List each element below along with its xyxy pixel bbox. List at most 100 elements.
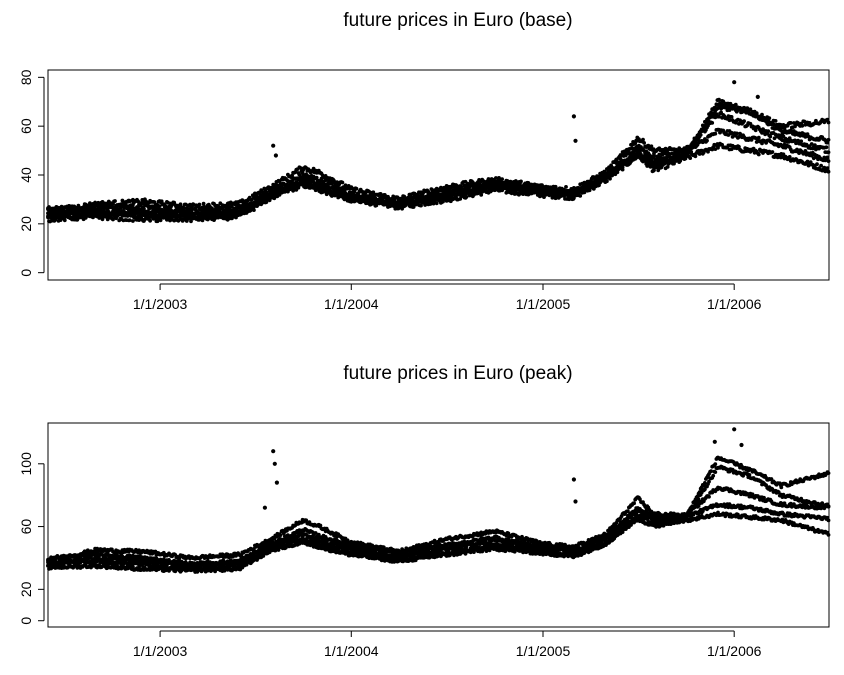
data-point — [665, 165, 670, 169]
data-point — [631, 156, 635, 161]
data-point — [382, 199, 387, 204]
chart-base: future prices in Euro (base) 1/1/2003 1/1… — [18, 10, 831, 312]
data-point — [259, 198, 264, 203]
data-point — [704, 120, 708, 125]
y-tick-label: 20 — [18, 216, 34, 232]
data-point — [809, 142, 814, 146]
data-point — [717, 114, 721, 119]
data-point — [497, 176, 501, 180]
data-point — [809, 153, 814, 158]
data-point — [729, 115, 734, 119]
data-point — [119, 212, 124, 216]
data-point — [727, 118, 732, 123]
data-point — [519, 179, 523, 184]
data-point — [50, 213, 55, 218]
x-tick-label: 1/1/2006 — [707, 296, 762, 312]
y-tick-label: 40 — [18, 167, 34, 183]
data-point — [799, 139, 804, 144]
data-point — [619, 153, 624, 158]
data-point — [730, 135, 735, 139]
data-point — [479, 193, 484, 197]
data-point — [178, 202, 183, 207]
data-point — [733, 102, 738, 107]
data-point — [378, 192, 383, 196]
data-point — [596, 182, 600, 186]
data-point — [460, 194, 465, 198]
data-point — [826, 169, 831, 174]
data-point — [755, 94, 760, 99]
data-point — [826, 137, 831, 142]
data-point — [121, 200, 126, 204]
data-point — [768, 134, 773, 139]
data-point — [701, 125, 706, 130]
data-point — [290, 173, 294, 178]
data-point — [719, 102, 723, 107]
data-point — [400, 199, 404, 204]
data-point — [713, 105, 718, 110]
data-point — [181, 206, 186, 210]
data-point — [110, 213, 114, 218]
data-point — [161, 212, 166, 217]
data-point — [714, 102, 719, 107]
data-point — [273, 153, 278, 158]
data-point — [709, 110, 713, 115]
data-point — [450, 195, 454, 200]
data-point — [131, 219, 135, 223]
data-point — [500, 177, 504, 182]
data-point — [148, 218, 153, 223]
data-point — [46, 207, 50, 212]
data-point — [158, 218, 163, 223]
data-point — [475, 191, 479, 196]
data-point — [80, 211, 85, 215]
data-point — [187, 209, 191, 214]
data-point — [55, 212, 60, 217]
data-point — [826, 533, 831, 537]
data-point — [271, 143, 276, 148]
y-tick-label: 80 — [18, 69, 34, 85]
series-4 — [46, 97, 831, 221]
data-point — [699, 128, 704, 133]
data-point — [815, 162, 819, 167]
data-point — [550, 190, 555, 195]
data-point — [641, 137, 645, 142]
data-point — [127, 218, 132, 223]
data-point — [106, 210, 111, 214]
data-point — [253, 203, 257, 207]
data-point — [588, 185, 593, 189]
data-point — [756, 152, 761, 157]
data-point — [313, 531, 318, 535]
data-point — [613, 170, 618, 175]
data-point — [287, 187, 291, 192]
spike-points — [271, 80, 760, 158]
data-point — [770, 150, 775, 154]
data-point — [826, 120, 831, 125]
x-tick-label: 1/1/2004 — [324, 296, 379, 312]
data-point — [788, 121, 793, 125]
data-point — [819, 163, 823, 168]
data-point — [796, 138, 800, 143]
data-point — [705, 138, 709, 143]
data-point — [419, 203, 423, 208]
data-point — [748, 107, 753, 112]
data-point — [646, 143, 651, 148]
data-point — [311, 186, 316, 190]
data-point — [638, 151, 642, 155]
data-point — [825, 155, 830, 160]
data-point — [648, 156, 653, 160]
data-point — [710, 121, 715, 125]
data-point — [138, 211, 143, 216]
axes: 1/1/2003 1/1/2004 1/1/2005 1/1/200602040608… — [18, 69, 762, 312]
chart-title: future prices in Euro (peak) — [343, 363, 572, 384]
data-point — [787, 155, 792, 159]
data-point — [164, 204, 168, 209]
chart-title: future prices in Euro (base) — [343, 10, 572, 31]
data-point — [800, 123, 805, 128]
data-point — [434, 201, 439, 206]
y-tick-label: 60 — [18, 118, 34, 134]
data-point — [66, 207, 70, 212]
data-point — [52, 216, 57, 221]
data-point — [128, 203, 133, 208]
data-point — [371, 190, 376, 195]
data-point — [571, 114, 577, 119]
data-point — [620, 165, 625, 170]
